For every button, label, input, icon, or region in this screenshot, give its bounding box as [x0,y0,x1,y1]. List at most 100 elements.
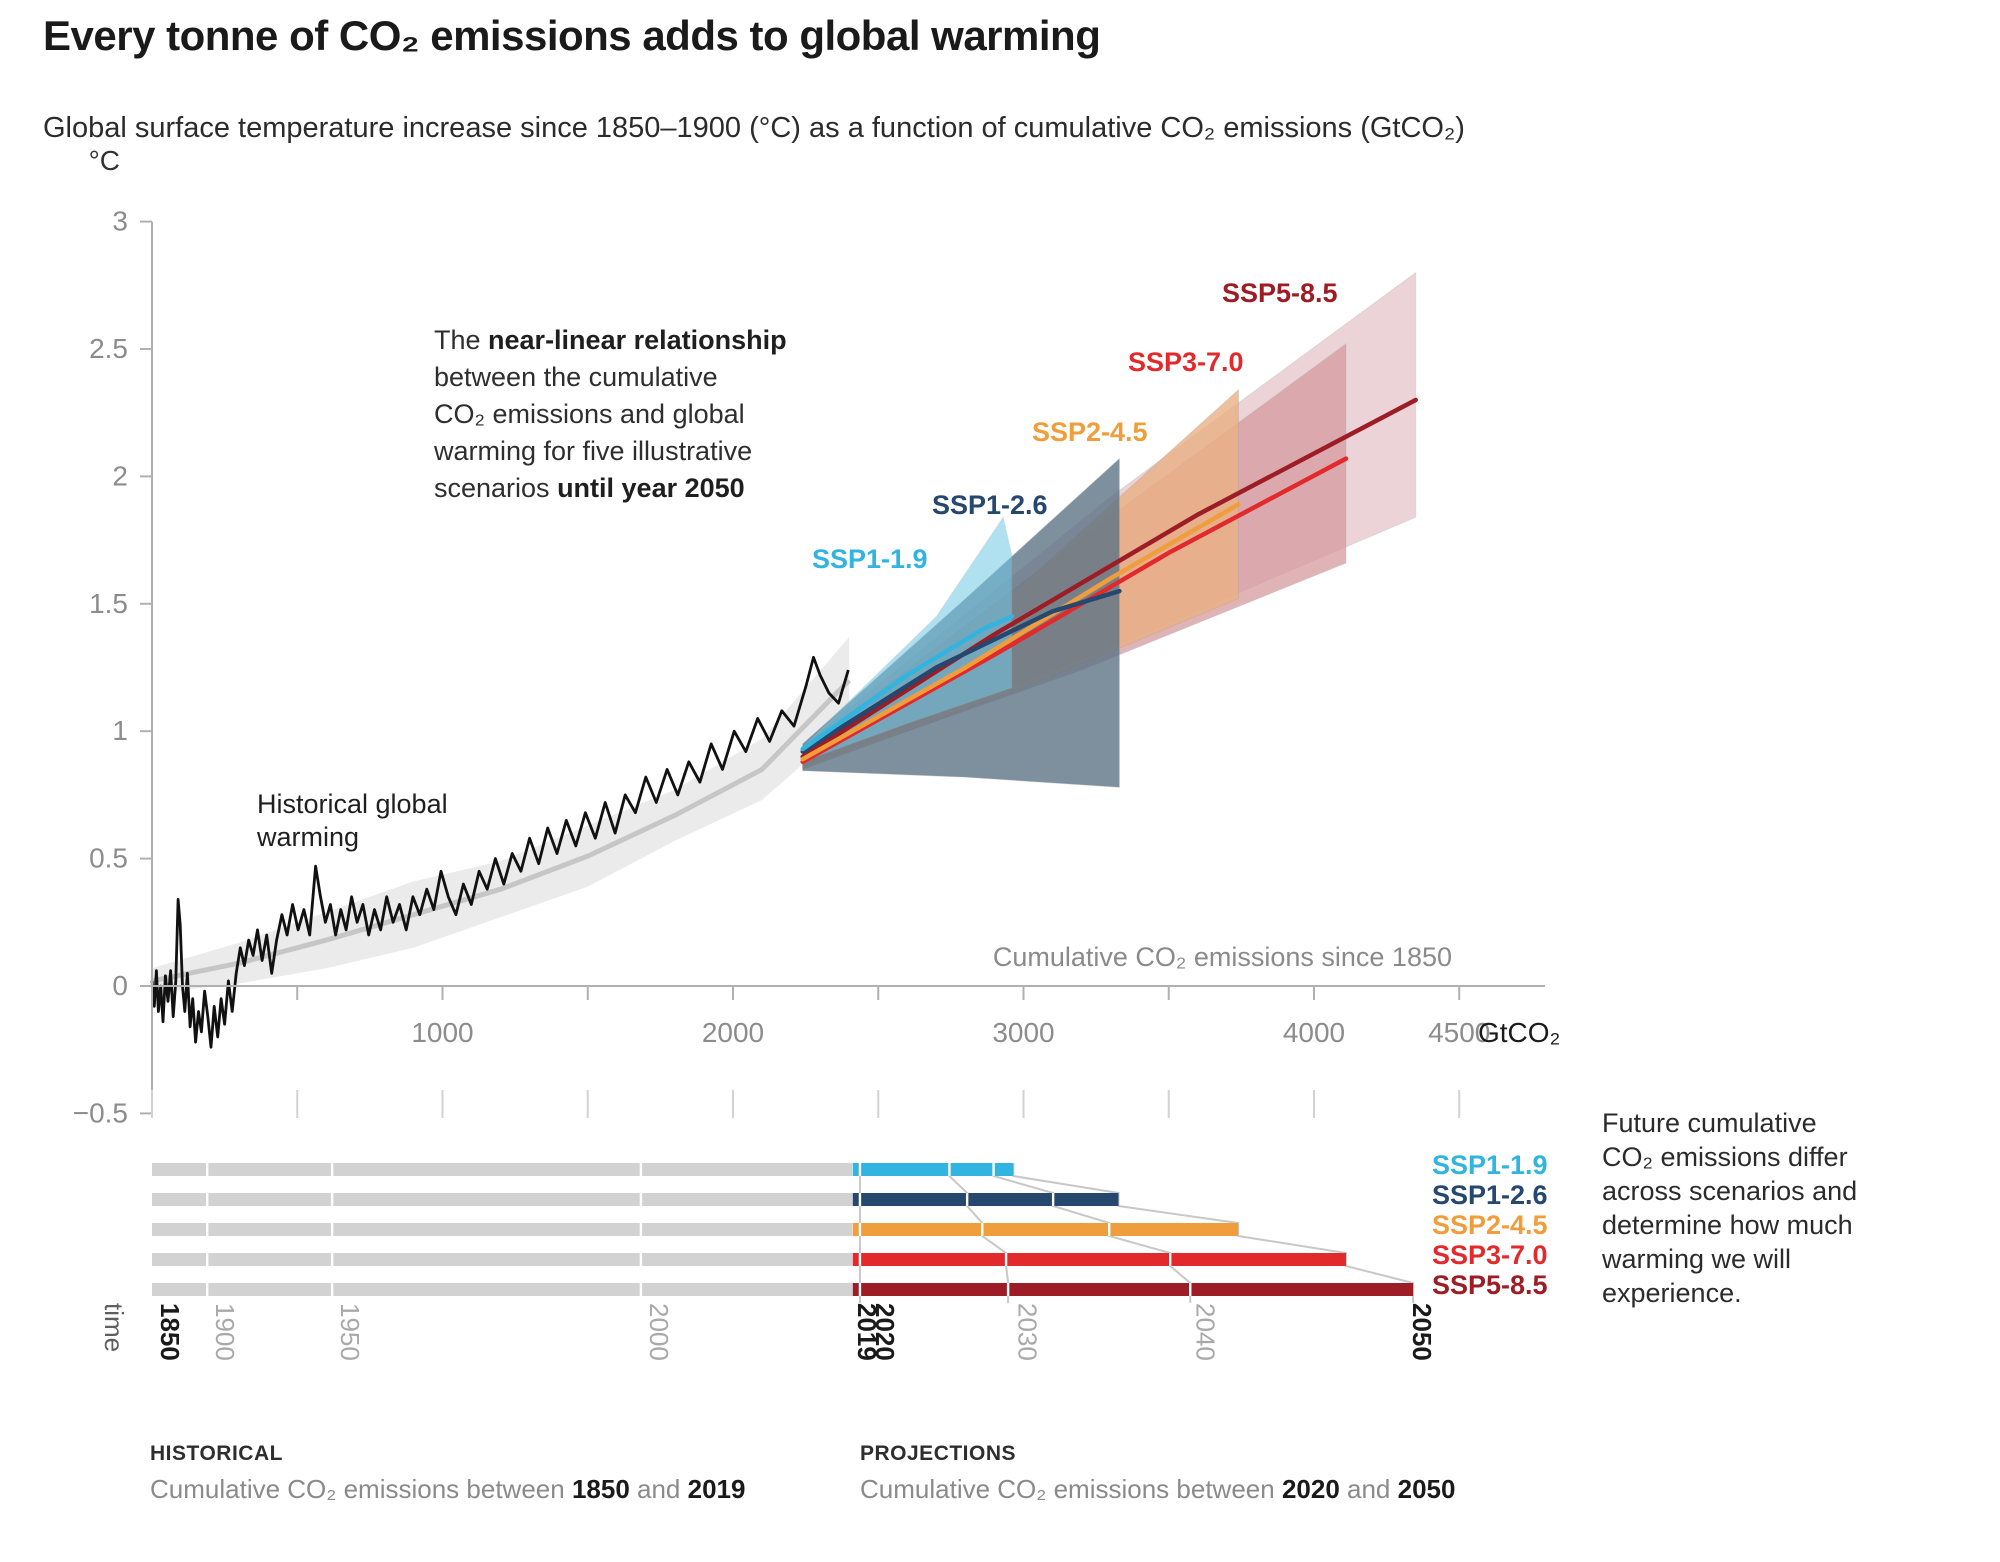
timeline-divider [858,1253,862,1266]
y-axis-unit-label: °C [89,145,120,176]
timeline-divider [948,1163,951,1176]
historical-uncertainty-band [152,636,850,994]
timeline-divider [858,1283,862,1296]
timeline-divider [858,1193,862,1206]
ssp585-chart-label: SSP5-8.5 [1222,278,1338,308]
timeline-divider [1006,1283,1010,1296]
annotation-line: between the cumulative [434,362,718,392]
annotation-line: CO₂ emissions and global [434,399,745,429]
timeline-divider [992,1163,995,1176]
timeline-divider [639,1253,643,1266]
timeline-year-time: time [99,1303,129,1352]
y-tick-label: 0.5 [89,843,128,874]
projections-caption-heading: PROJECTIONS [860,1442,1017,1465]
historical-annual-line [150,655,850,1049]
ssp126-legend-label: SSP1-2.6 [1432,1180,1548,1210]
ssp585-legend-label: SSP5-8.5 [1432,1270,1548,1300]
timeline-bar-historical [152,1283,853,1296]
timeline-divider [1004,1253,1008,1266]
timeline-divider [1051,1193,1055,1206]
timeline-year-1950: 1950 [335,1303,365,1361]
timeline-bar-historical [152,1163,853,1176]
timeline-year-2050: 2050 [1407,1303,1437,1361]
y-tick-label: 0 [112,970,128,1001]
ssp245-chart-label: SSP2-4.5 [1032,417,1148,447]
timeline-divider [639,1223,643,1236]
historical-caption-heading: HISTORICAL [150,1442,283,1465]
timeline-bar-historical [152,1253,853,1266]
ssp119-chart-label: SSP1-1.9 [812,544,928,574]
future-note-line: CO₂ emissions differ [1602,1142,1848,1172]
x-tick-label: 4000 [1283,1017,1345,1048]
y-tick-label: 3 [112,206,128,237]
historical-warming-label: Historical global warming [257,788,448,854]
y-tick-label: −0.5 [73,1097,128,1128]
timeline-year-1850: 1850 [155,1303,185,1361]
ssp245-legend-label: SSP2-4.5 [1432,1210,1548,1240]
y-tick-label: 2 [112,460,128,491]
ssp585-central-line [800,397,1418,759]
timeline-divider [981,1223,984,1236]
timeline-bar-historical [152,1223,853,1236]
projections-caption-body: Cumulative CO₂ emissions between 2020 an… [860,1474,1456,1504]
timeline-bar-ssp585 [852,1283,1414,1296]
y-tick-label: 1 [112,715,128,746]
projections-caption: PROJECTIONS Cumulative CO₂ emissions bet… [860,1442,1455,1505]
future-emissions-annotation: Future cumulative CO₂ emissions differ acr… [1602,1106,1902,1310]
x-axis-context-label: Cumulative CO₂ emissions since 1850 [993,942,1452,972]
timeline-divider [858,1163,862,1176]
annotation-line: scenarios until year 2050 [434,473,745,503]
x-tick-label: 1000 [411,1017,473,1048]
timeline-divider [205,1163,209,1176]
timeline-divider [330,1163,334,1176]
future-note-line: experience. [1602,1278,1742,1308]
timeline-divider [1107,1223,1111,1236]
page-title: Every tonne of CO₂ emissions adds to glo… [43,12,1101,59]
timeline-year-2040: 2040 [1191,1303,1221,1361]
timeline-bar-ssp119 [852,1163,1014,1176]
historical-label-line: warming [257,822,360,852]
timeline-divider [205,1253,209,1266]
x-tick-label: 3000 [992,1017,1054,1048]
ssp245-central-line [800,502,1241,762]
ssp370-legend-label: SSP3-7.0 [1432,1240,1548,1270]
future-note-line: warming we will [1602,1244,1792,1274]
timeline-bar-ssp126 [852,1193,1119,1206]
x-axis-unit-label: GtCO₂ [1478,1017,1560,1048]
timeline-divider [330,1283,334,1296]
timeline-divider [1189,1283,1192,1296]
future-note-line: determine how much [1602,1210,1853,1240]
future-note-line: across scenarios and [1602,1176,1858,1206]
timeline-divider [965,1193,969,1206]
ssp126-central-line [800,588,1122,754]
timeline-divider [330,1223,334,1236]
timeline-bar-historical [152,1193,853,1206]
timeline-divider [639,1163,643,1176]
y-tick-label: 1.5 [89,588,128,619]
ssp119-central-line [800,614,1015,752]
timeline-divider [639,1283,643,1296]
historical-label-line: Historical global [257,789,448,819]
timeline-divider [639,1193,643,1206]
ssp119-legend-label: SSP1-1.9 [1432,1150,1548,1180]
ssp126-chart-label: SSP1-2.6 [932,490,1048,520]
timeline-year-2000: 2000 [644,1303,674,1361]
timeline-year-2019: 2019 [852,1303,882,1361]
ssp370-chart-label: SSP3-7.0 [1128,347,1244,377]
timeline-divider [205,1193,209,1206]
historical-caption-body: Cumulative CO₂ emissions between 1850 an… [150,1474,746,1504]
x-tick-label: 4500 [1428,1017,1490,1048]
timeline-divider [858,1223,862,1236]
timeline-divider [1169,1253,1172,1266]
timeline-year-2020: 2020 [870,1303,900,1361]
future-note-line: Future cumulative [1602,1108,1817,1138]
page-subtitle: Global surface temperature increase sinc… [43,112,1465,144]
timeline-divider [205,1283,209,1296]
y-tick-label: 2.5 [89,333,128,364]
x-tick-label: 2000 [702,1017,764,1048]
timeline-year-2030: 2030 [1013,1303,1043,1361]
timeline-bar-ssp370 [852,1253,1346,1266]
timeline-divider [330,1253,334,1266]
annotation-line: The near-linear relationship [434,325,787,355]
